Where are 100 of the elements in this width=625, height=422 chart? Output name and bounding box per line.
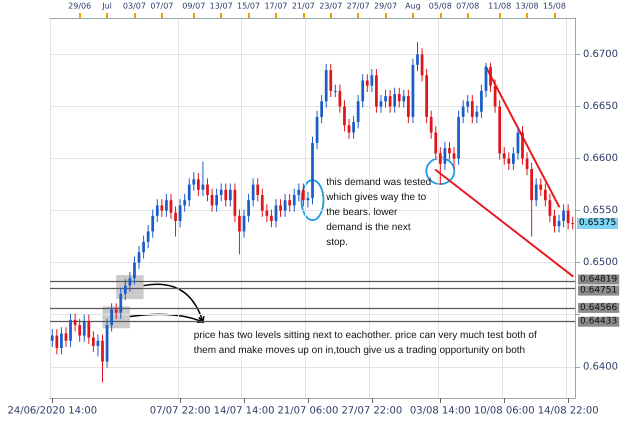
text: 29/06 <box>68 2 92 10</box>
text: 07/07 <box>150 2 174 10</box>
text: 09/07 <box>182 2 206 10</box>
candlestick <box>380 94 382 114</box>
candlestick <box>526 152 528 176</box>
candlestick <box>270 209 273 228</box>
candlestick <box>292 188 296 212</box>
candlestick <box>484 62 488 98</box>
candlestick <box>480 84 483 118</box>
ref-line-label: 0.64819 <box>580 274 618 284</box>
candlestick <box>448 141 451 160</box>
candlestick <box>320 94 323 124</box>
candlestick <box>566 204 570 230</box>
candlestick <box>119 287 122 320</box>
candlestick <box>420 48 424 82</box>
text: 21/07 <box>292 2 315 10</box>
candlestick <box>553 209 556 233</box>
ref-line-label: 0.64433 <box>580 316 618 327</box>
candlestick <box>388 89 392 114</box>
candlestick <box>238 209 241 255</box>
candlestick <box>206 178 209 202</box>
candlestick <box>338 84 342 114</box>
candlestick <box>124 278 127 301</box>
candlestick <box>343 100 346 132</box>
ref-line-label: 0.64751 <box>580 286 618 296</box>
candlestick <box>507 152 510 170</box>
candlestick <box>252 178 255 207</box>
candlestick <box>260 188 264 218</box>
candlestick <box>512 146 515 170</box>
y-tick-label: 0.6550 <box>583 205 618 216</box>
candlestick <box>215 188 218 212</box>
candlestick <box>516 126 520 160</box>
candlestick <box>329 63 332 98</box>
candlestick <box>247 193 250 223</box>
candlestick <box>69 313 72 348</box>
candlestick <box>142 235 145 259</box>
y-tick-label: 0.6400 <box>583 361 618 372</box>
candlestick <box>361 74 364 108</box>
y-tick-label: 0.6500 <box>583 257 618 268</box>
text: 17/07 <box>264 2 288 10</box>
text: 03/07 <box>122 2 146 10</box>
text: 23/07 <box>319 2 342 10</box>
candlestick <box>242 209 246 238</box>
candlestick <box>128 272 132 292</box>
text: 27/07 <box>346 2 370 10</box>
candlestick <box>256 178 260 202</box>
candlestick <box>279 198 282 218</box>
candlestick <box>494 78 496 114</box>
text: 15/08 <box>542 2 566 10</box>
candlestick <box>82 314 86 342</box>
y-tick-label: 0.6700 <box>583 48 618 60</box>
y-tick-label: 0.6600 <box>583 153 618 164</box>
x-tick-label: 21/07 06:00 <box>278 406 338 416</box>
candlestick <box>384 89 387 108</box>
ref-line-label: 0.64566 <box>580 302 618 313</box>
candlestick <box>407 89 410 124</box>
x-tick-label: 27/07 22:00 <box>341 406 402 416</box>
candlestick <box>151 209 154 238</box>
candlestick <box>265 204 268 223</box>
candlestick <box>210 188 214 212</box>
candlestick <box>138 246 140 270</box>
text: 0.65375 <box>577 218 618 229</box>
x-tick-label: 03/08 14:00 <box>410 406 471 416</box>
text: 13/08 <box>516 2 539 10</box>
text: 13/07 <box>210 2 233 10</box>
candlestick <box>146 224 150 249</box>
y-tick-label: 0.6650 <box>583 100 618 112</box>
text: 11/08 <box>488 2 512 10</box>
candlestick <box>539 178 542 197</box>
text: 15/07 <box>237 2 260 10</box>
candlestick <box>78 318 82 342</box>
candlestick <box>202 161 204 197</box>
candlestick <box>462 100 465 124</box>
text: Jul <box>101 2 112 10</box>
candlestick <box>348 118 350 140</box>
candlestick <box>284 193 286 218</box>
candlestick <box>274 198 278 228</box>
candlestick <box>133 256 136 286</box>
candlestick <box>188 178 191 207</box>
candlestick <box>55 328 58 355</box>
candlestick <box>165 193 168 218</box>
candlestick <box>434 126 438 160</box>
candlestick <box>430 110 433 140</box>
candlestick <box>74 313 76 332</box>
candlestick <box>306 191 310 208</box>
candlestick <box>398 87 401 108</box>
candlestick <box>178 198 182 228</box>
candlestick <box>197 172 200 197</box>
candlestick <box>64 326 68 348</box>
candlestick <box>562 204 565 228</box>
candlestick <box>352 115 355 140</box>
candlestick <box>101 334 104 383</box>
candlestick <box>334 84 337 98</box>
text: Aug <box>405 2 421 10</box>
candlestick <box>110 302 113 332</box>
candlestick <box>558 214 560 233</box>
candlestick <box>174 206 177 238</box>
x-tick-label: 24/06/2020 14:00 <box>7 406 98 416</box>
x-tick-label: 10/08 06:00 <box>474 406 535 416</box>
candlestick <box>60 326 63 355</box>
